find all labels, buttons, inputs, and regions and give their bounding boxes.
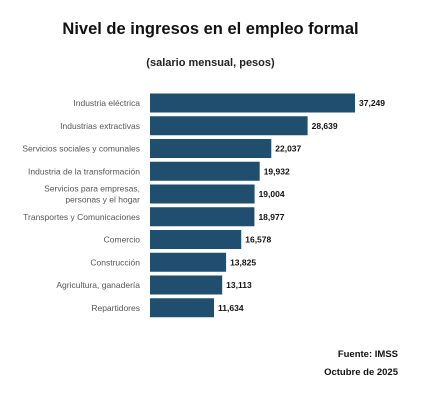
category-label-2: Servicios sociales y comunales [22,144,140,154]
category-label-3: Industria de la transformación [28,166,140,176]
bar-1 [150,116,308,136]
value-label-7: 13,825 [230,257,256,267]
value-label-6: 16,578 [245,235,271,245]
source-note: Fuente: IMSS [337,349,398,360]
value-label-9: 11,634 [218,303,244,313]
bar-6 [150,230,242,249]
value-label-3: 19,932 [264,166,290,176]
bar-0 [150,93,355,113]
value-label-2: 22,037 [275,144,301,154]
value-label-8: 13,113 [226,280,252,290]
chart-subtitle: (salario mensual, pesos) [146,57,275,69]
chart-title: Nivel de ingresos en el empleo formal [62,20,359,38]
bar-2 [150,139,272,158]
category-label-5: Transportes y Comunicaciones [23,212,140,222]
category-label-0: Industria eléctrica [73,98,140,108]
value-label-4: 19,004 [259,189,285,199]
category-label-4: Servicios para empresas, personas y el ho… [44,184,140,205]
category-label-9: Repartidores [91,303,140,313]
bar-3 [150,161,260,181]
bar-7 [150,252,227,272]
category-label-7: Construcción [90,257,140,267]
bar-8 [150,275,223,295]
bar-9 [150,298,215,318]
value-label-1: 28,639 [312,121,338,131]
date-note: Octubre de 2025 [324,367,398,378]
category-label-1: Industrias extractivas [60,121,140,131]
value-label-5: 18,977 [258,212,284,222]
bar-4 [150,184,255,204]
category-label-8: Agricultura, ganadería [56,280,140,290]
bar-5 [150,207,255,227]
category-label-6: Comercio [104,235,141,245]
value-label-0: 37,249 [359,98,385,108]
